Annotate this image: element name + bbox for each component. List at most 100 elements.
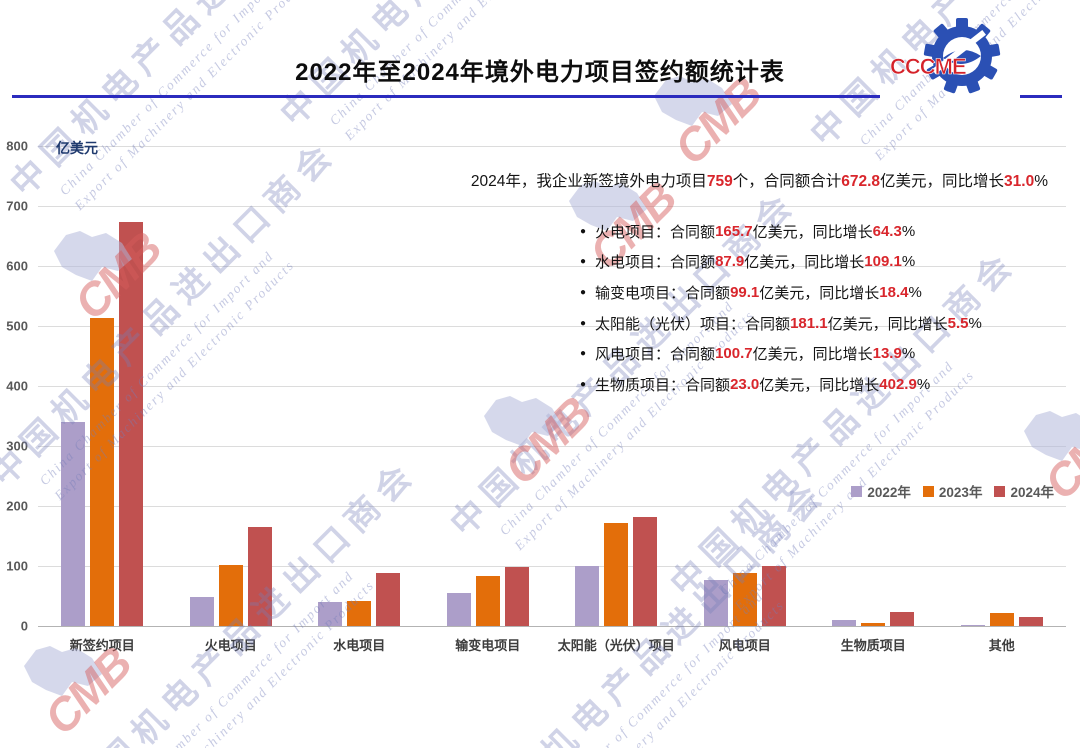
text-segment: 火电项目：合同额 — [595, 223, 716, 241]
bar-group: 其他 — [938, 146, 1067, 653]
highlight-number: 99.1 — [730, 283, 760, 301]
title-underline-short — [1020, 95, 1062, 98]
y-axis-tick: 800 — [6, 138, 28, 154]
bar-2022年 — [703, 579, 728, 626]
y-axis-tick: 400 — [6, 378, 28, 394]
highlight-number: 18.4 — [879, 283, 909, 301]
y-axis-tick: 500 — [6, 318, 28, 334]
bar-2023年 — [604, 522, 629, 626]
bar-cluster — [938, 146, 1067, 626]
highlight-number: 100.7 — [715, 345, 753, 363]
x-axis-category-label: 输变电项目 — [455, 638, 521, 653]
text-segment: 风电项目：合同额 — [595, 346, 716, 364]
y-axis-tick: 100 — [6, 558, 28, 574]
bar-2022年 — [446, 593, 471, 626]
highlight-number: 87.9 — [715, 253, 745, 271]
text-segment: % — [901, 222, 916, 240]
gridline — [38, 566, 1066, 567]
highlight-number: 672.8 — [841, 173, 881, 190]
bar-2022年 — [832, 620, 857, 626]
logo-wordmark: CCCME — [890, 54, 966, 79]
bar-cluster — [424, 146, 553, 626]
bar-2023年 — [218, 565, 243, 626]
gridline — [38, 206, 1066, 207]
summary-bullet: ● 生物质项目：合同额 23.0 亿美元，同比增长 402.9% — [580, 369, 982, 400]
y-axis-tick: 0 — [20, 618, 28, 634]
bar-group: 新签约项目 — [38, 146, 167, 653]
highlight-number: 5.5 — [947, 314, 969, 332]
cccme-logo: CCCME — [888, 18, 1008, 100]
chart-legend: 2022年 2023年 2024年 — [851, 481, 1054, 501]
legend-swatch — [994, 485, 1006, 497]
x-axis-category-label: 风电项目 — [718, 638, 771, 653]
bar-group: 太阳能（光伏）项目 — [552, 146, 681, 653]
gridline — [38, 146, 1066, 147]
text-segment: % — [901, 253, 916, 271]
x-axis-category-label: 其他 — [988, 638, 1015, 653]
legend-swatch — [851, 485, 863, 497]
bar-2024年 — [119, 222, 144, 626]
bullet-icon: ● — [580, 286, 587, 298]
bar-2022年 — [318, 602, 343, 626]
y-axis-tick: 300 — [6, 438, 28, 454]
bar-2024年 — [376, 573, 401, 626]
title-underline — [12, 95, 880, 98]
bar-2023年 — [90, 317, 115, 626]
text-segment: 亿美元，同比增长 — [744, 254, 865, 272]
text-segment: 生物质项目：合同额 — [595, 376, 731, 394]
bar-2024年 — [761, 565, 786, 626]
summary-bullet: ● 输变电项目：合同额 99.1 亿美元，同比增长 18.4% — [580, 277, 982, 308]
bar-group: 风电项目 — [681, 146, 810, 653]
text-segment: 亿美元，同比增长 — [759, 376, 880, 394]
bar-2024年 — [504, 566, 529, 626]
plot-area: 0 100 200 300 400 500 600 700 800 新签约项目 火电项目 水电项目 输变… — [6, 139, 1067, 653]
bar-2022年 — [960, 624, 985, 626]
gear-icon: CCCME — [890, 18, 1001, 94]
x-axis-category-label: 火电项目 — [204, 638, 257, 653]
highlight-number: 31.0 — [1004, 173, 1035, 190]
summary-bullet: ● 水电项目：合同额 87.9 亿美元，同比增长 109.1% — [580, 247, 982, 278]
bar-2023年 — [347, 600, 372, 626]
y-axis-tick: 700 — [6, 198, 28, 214]
bullet-icon: ● — [580, 317, 587, 329]
text-segment: 亿美元，同比增长 — [880, 173, 1005, 190]
summary-headline: 2024年，我企业新签境外电力项目759个，合同额合计672.8亿美元，同比增长… — [471, 169, 1048, 191]
summary-bullet: ● 火电项目：合同额 165.7 亿美元，同比增长 64.3% — [580, 216, 982, 247]
bar-cluster — [167, 146, 296, 626]
legend-item: 2022年 — [851, 481, 911, 501]
bar-cluster — [681, 146, 810, 626]
text-segment: % — [968, 314, 982, 332]
x-axis-category-label: 新签约项目 — [69, 638, 135, 653]
highlight-number: 402.9 — [879, 375, 917, 393]
gridline — [38, 326, 1066, 327]
text-segment: % — [916, 375, 931, 393]
gridline — [38, 386, 1066, 387]
text-segment: 个，合同额合计 — [732, 173, 842, 190]
highlight-number: 109.1 — [864, 253, 902, 271]
bar-group: 输变电项目 — [424, 146, 553, 653]
highlight-number: 13.9 — [872, 345, 902, 363]
legend-label: 2024年 — [1010, 485, 1054, 500]
bar-2023年 — [989, 612, 1014, 626]
legend-item: 2023年 — [922, 481, 982, 501]
bar-2022年 — [61, 422, 86, 626]
highlight-number: 165.7 — [715, 222, 753, 240]
gridline — [38, 626, 1066, 627]
bar-2024年 — [247, 526, 272, 626]
gridline — [38, 506, 1066, 507]
summary-bullet: ● 太阳能（光伏）项目：合同额 181.1 亿美元，同比增长 5.5% — [580, 308, 982, 339]
y-axis-unit-label: 亿美元 — [56, 140, 98, 156]
x-axis-category-label: 水电项目 — [333, 638, 386, 653]
bar-cluster — [38, 146, 167, 626]
bar-2024年 — [890, 612, 915, 626]
text-segment: 亿美元，同比增长 — [759, 284, 880, 302]
legend-item: 2024年 — [994, 481, 1054, 501]
y-axis-tick: 200 — [6, 498, 28, 514]
y-axis-tick: 600 — [6, 258, 28, 274]
text-segment: 水电项目：合同额 — [595, 254, 716, 272]
bar-2023年 — [861, 623, 886, 626]
bullet-icon: ● — [580, 378, 587, 390]
legend-label: 2022年 — [867, 485, 911, 500]
bar-group: 生物质项目 — [809, 146, 938, 653]
